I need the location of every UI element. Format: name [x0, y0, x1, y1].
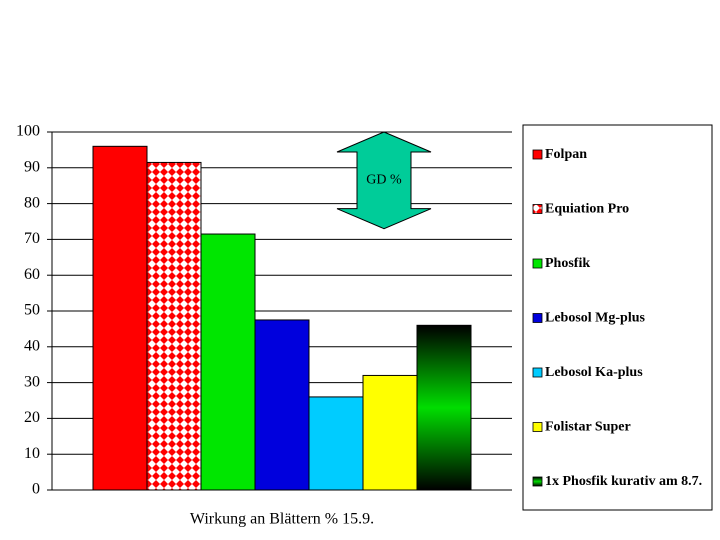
- y-tick-label: 100: [16, 123, 40, 140]
- y-tick-label: 40: [24, 337, 40, 354]
- bar: [146, 161, 202, 491]
- y-tick-label: 50: [24, 302, 40, 319]
- x-tick-label: Wirkung an Blättern % 15.9.: [190, 511, 374, 528]
- y-tick-label: 70: [24, 230, 40, 247]
- legend-label: Folistar Super: [545, 420, 631, 435]
- bar: [416, 324, 472, 491]
- legend-label: Equiation Pro: [545, 202, 629, 217]
- bar: [362, 374, 418, 491]
- y-tick-label: 80: [24, 194, 40, 211]
- legend-label: Lebosol Ka-plus: [545, 365, 643, 380]
- legend-swatch: [532, 204, 543, 214]
- y-tick-label: 30: [24, 373, 40, 390]
- legend-label: Phosfik: [545, 256, 590, 271]
- y-tick-label: 10: [24, 445, 40, 462]
- legend-label: 1x Phosfik kurativ am 8.7.: [545, 474, 702, 489]
- legend-label: Folpan: [545, 147, 587, 162]
- y-tick-label: 0: [32, 481, 40, 498]
- y-tick-label: 90: [24, 158, 40, 175]
- bar: [200, 233, 256, 491]
- bar: [92, 145, 148, 491]
- legend-swatch: [532, 258, 543, 269]
- legend-swatch: [532, 149, 543, 160]
- legend-swatch: [532, 422, 543, 432]
- gd-label: GD %: [366, 173, 402, 188]
- y-tick-label: 20: [24, 409, 40, 426]
- y-tick-label: 60: [24, 266, 40, 283]
- legend-swatch: [532, 313, 543, 323]
- legend-swatch: [532, 476, 543, 487]
- legend-label: Lebosol Mg-plus: [545, 311, 646, 326]
- bar: [308, 396, 364, 491]
- legend-box: [522, 124, 713, 511]
- legend-swatch: [532, 367, 543, 378]
- gd-arrow: [336, 131, 432, 230]
- bar: [254, 319, 310, 491]
